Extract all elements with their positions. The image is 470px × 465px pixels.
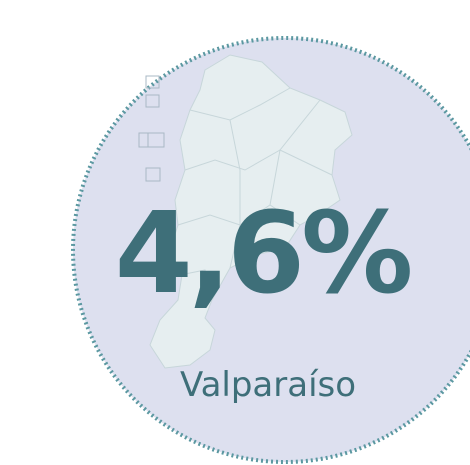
map-borders xyxy=(177,87,333,301)
region-map xyxy=(149,54,353,369)
stat-value: 4,6% xyxy=(115,189,410,319)
badge: 4,6% Valparaíso xyxy=(71,36,470,464)
map-icons xyxy=(138,75,165,182)
stat-label: Valparaíso xyxy=(180,365,356,405)
